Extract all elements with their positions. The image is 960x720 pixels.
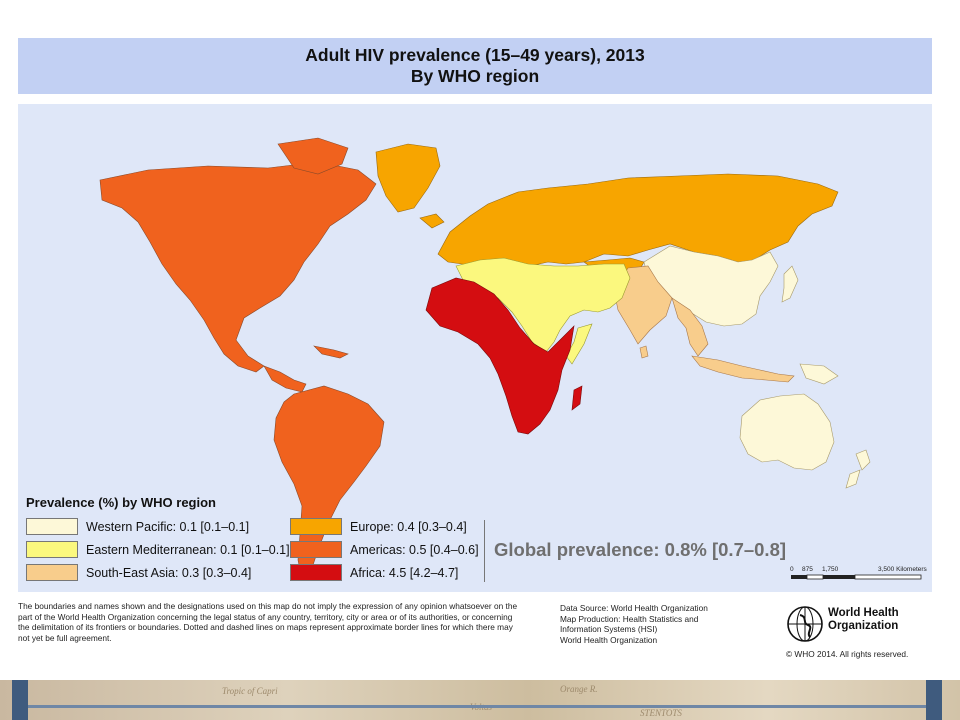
who-name-line: World Health (828, 607, 899, 619)
sri-lanka (639, 345, 649, 359)
map-title: Adult HIV prevalence (15–49 years), 2013 (305, 45, 645, 65)
legend-swatch (290, 541, 342, 558)
north-america (99, 161, 377, 373)
background-text: Tropic of Capri (222, 686, 278, 696)
legend-swatch (26, 564, 78, 581)
legend-item: Americas: 0.5 [0.4–0.6] (290, 541, 479, 558)
credit-line: Information Systems (HSI) (560, 624, 658, 635)
region-eastern-mediterranean (455, 257, 631, 365)
legend-swatch (290, 564, 342, 581)
japan (781, 265, 799, 303)
legend-label: Western Pacific: 0.1 [0.1–0.1] (86, 519, 250, 534)
legend-label: Africa: 4.5 [4.2–4.7] (350, 565, 459, 580)
madagascar (571, 385, 583, 411)
greenland (375, 143, 441, 213)
map-subtitle: By WHO region (410, 66, 540, 86)
legend-label: Europe: 0.4 [0.3–0.4] (350, 519, 467, 534)
scale-label: 3,500 Kilometers (878, 566, 927, 573)
global-prevalence: Global prevalence: 0.8% [0.7–0.8] (494, 539, 787, 560)
myanmar-thailand (671, 297, 709, 357)
who-name: World Health Organization (828, 607, 899, 633)
legend-title: Prevalence (%) by WHO region (26, 495, 216, 510)
region-western-pacific (643, 245, 871, 489)
scale-label: 875 (802, 566, 813, 573)
legend-label: Eastern Mediterranean: 0.1 [0.1–0.1] (86, 542, 290, 557)
legend-item: Western Pacific: 0.1 [0.1–0.1] (26, 518, 249, 535)
copyright: © WHO 2014. All rights reserved. (786, 649, 909, 659)
legend-item: Europe: 0.4 [0.3–0.4] (290, 518, 467, 535)
legend-item: Eastern Mediterranean: 0.1 [0.1–0.1] (26, 541, 290, 558)
scale-bar-graphic (791, 574, 922, 580)
legend-label: South-East Asia: 0.3 [0.3–0.4] (86, 565, 252, 580)
legend-item: South-East Asia: 0.3 [0.3–0.4] (26, 564, 251, 581)
accent-bar-right (926, 680, 942, 720)
central-america (263, 365, 307, 393)
legend-divider (484, 520, 485, 582)
who-name-line: Organization (828, 620, 899, 632)
india (613, 265, 673, 345)
new-zealand (845, 449, 871, 489)
background-text: STENTOTS (640, 708, 682, 718)
legend-swatch (290, 518, 342, 535)
africa-mainland (425, 277, 575, 435)
papua (799, 363, 839, 385)
credit-line: World Health Organization (560, 634, 658, 645)
region-africa (425, 277, 583, 435)
caribbean (313, 345, 349, 359)
region-americas (99, 137, 385, 581)
somalia (565, 323, 593, 365)
who-emblem-icon (787, 606, 823, 642)
map-panel (18, 104, 932, 592)
greenland-americas (277, 137, 349, 175)
accent-bar-left (12, 680, 28, 720)
disclaimer-text: The boundaries and names shown and the d… (18, 601, 518, 643)
europe-russia (437, 173, 839, 271)
scale-label: 0 (790, 566, 794, 573)
scale-label: 1,750 (822, 566, 839, 573)
legend-swatch (26, 541, 78, 558)
accent-line (28, 705, 926, 708)
legend-label: Americas: 0.5 [0.4–0.6] (350, 542, 479, 557)
region-south-east-asia (613, 265, 795, 383)
decorative-map-strip: Tropic of Capri Orange R. Voltas STENTOT… (0, 680, 960, 720)
credits: Data Source: World Health Organization M… (560, 603, 740, 645)
iceland (419, 213, 445, 229)
map-title-band: Adult HIV prevalence (15–49 years), 2013… (18, 38, 932, 94)
credit-line: Map Production: Health Statistics and (560, 613, 699, 624)
indonesia (691, 355, 795, 383)
background-text: Orange R. (560, 684, 598, 694)
australia (739, 393, 835, 471)
legend-swatch (26, 518, 78, 535)
north-africa-middle-east (455, 257, 631, 353)
legend-item: Africa: 4.5 [4.2–4.7] (290, 564, 458, 581)
credit-line: Data Source: World Health Organization (560, 603, 708, 613)
